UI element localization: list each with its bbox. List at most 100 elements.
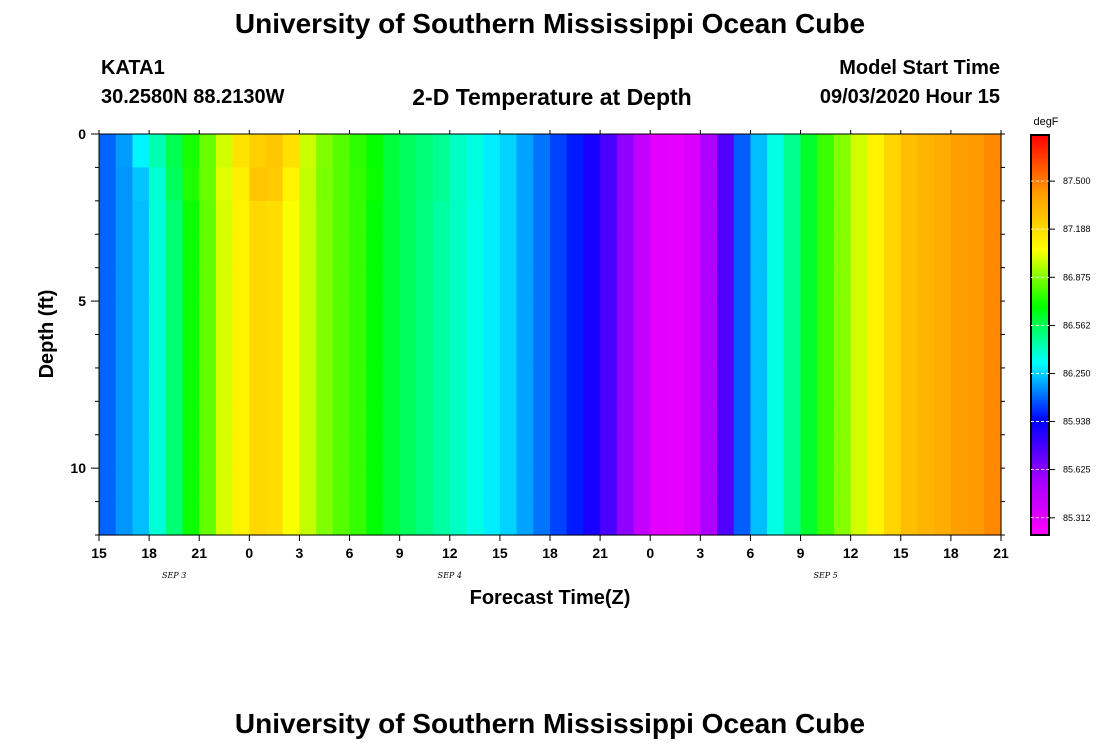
heatmap-cell — [900, 468, 919, 503]
heatmap-cell — [616, 200, 635, 235]
heatmap-cell — [332, 234, 351, 269]
heatmap-cell — [566, 334, 584, 369]
heatmap-cell — [700, 401, 718, 436]
heatmap-cell — [767, 367, 785, 402]
heatmap-cell — [165, 234, 184, 269]
heatmap-cell — [232, 134, 250, 169]
heatmap-cell — [232, 167, 250, 202]
heatmap-cell — [833, 501, 852, 536]
heatmap-cell — [700, 267, 718, 302]
heatmap-cell — [550, 234, 568, 269]
heatmap-cell — [382, 267, 401, 302]
heatmap-cell — [583, 200, 601, 235]
heatmap-cell — [800, 501, 818, 536]
heatmap-cell — [683, 301, 701, 336]
heatmap-cell — [516, 501, 534, 536]
heatmap-cell — [566, 200, 584, 235]
heatmap-cell — [399, 367, 417, 402]
heatmap-cell — [833, 468, 852, 503]
heatmap-cell — [449, 234, 468, 269]
heatmap-cell — [533, 434, 551, 469]
heatmap-cell — [165, 501, 184, 536]
heatmap-cell — [566, 167, 584, 202]
heatmap-cell — [650, 301, 668, 336]
heatmap-cell — [466, 134, 484, 169]
heatmap-cell — [967, 200, 985, 235]
heatmap-cell — [750, 167, 768, 202]
heatmap-cell — [266, 334, 284, 369]
heatmap-cell — [750, 134, 768, 169]
heatmap-cell — [767, 200, 785, 235]
heatmap-cell — [433, 301, 451, 336]
heatmap-cell — [600, 134, 618, 169]
heatmap-cell — [967, 267, 985, 302]
heatmap-cell — [867, 167, 885, 202]
heatmap-cell — [332, 167, 351, 202]
heatmap-cell — [215, 434, 234, 469]
heatmap-cell — [115, 468, 133, 503]
heatmap-cell — [717, 468, 735, 503]
heatmap-cell — [266, 401, 284, 436]
heatmap-cell — [299, 301, 317, 336]
heatmap-cell — [800, 401, 818, 436]
x-tick-label: 3 — [296, 545, 304, 561]
heatmap-cell — [399, 434, 417, 469]
heatmap-cell — [449, 334, 468, 369]
heatmap-cell — [566, 367, 584, 402]
heatmap-cell — [99, 200, 117, 235]
heatmap-cell — [700, 367, 718, 402]
heatmap-cell — [900, 200, 919, 235]
heatmap-cell — [199, 234, 217, 269]
heatmap-cell — [132, 367, 150, 402]
heatmap-cell — [850, 267, 868, 302]
heatmap-cell — [215, 401, 234, 436]
heatmap-cell — [299, 501, 317, 536]
heatmap-cell — [884, 267, 902, 302]
colorbar-gradient — [1030, 134, 1050, 536]
heatmap-cell — [616, 234, 635, 269]
heatmap-cell — [215, 134, 234, 169]
heatmap-cell — [633, 267, 651, 302]
heatmap-cell — [299, 200, 317, 235]
heatmap-cell — [900, 301, 919, 336]
heatmap-cell — [316, 134, 334, 169]
heatmap-cell — [466, 468, 484, 503]
heatmap-cell — [399, 134, 417, 169]
heatmap-cell — [717, 434, 735, 469]
heatmap-cell — [282, 434, 301, 469]
heatmap-cell — [884, 434, 902, 469]
heatmap-cell — [282, 267, 301, 302]
heatmap-cell — [733, 134, 752, 169]
heatmap-cell — [984, 200, 1002, 235]
heatmap-cell — [382, 167, 401, 202]
heatmap-cell — [583, 501, 601, 536]
heatmap-cell — [650, 200, 668, 235]
heatmap-cell — [382, 468, 401, 503]
heatmap-cell — [917, 501, 935, 536]
heatmap-cell — [316, 401, 334, 436]
heatmap-cell — [817, 501, 835, 536]
date-label: SEP 4 — [438, 571, 462, 580]
heatmap-cell — [466, 334, 484, 369]
heatmap-cell — [282, 501, 301, 536]
heatmap-cell — [934, 234, 952, 269]
heatmap-cell — [449, 434, 468, 469]
heatmap-cell — [666, 267, 685, 302]
heatmap-cell — [132, 301, 150, 336]
heatmap-cell — [299, 134, 317, 169]
heatmap-cell — [750, 434, 768, 469]
heatmap-cell — [800, 267, 818, 302]
heatmap-cell — [900, 134, 919, 169]
heatmap-cell — [767, 501, 785, 536]
heatmap-cell — [299, 334, 317, 369]
heatmap-cell — [917, 434, 935, 469]
heatmap-cell — [499, 501, 518, 536]
heatmap-cell — [633, 134, 651, 169]
heatmap-cell — [850, 234, 868, 269]
heatmap-cell — [215, 200, 234, 235]
heatmap-cell — [499, 167, 518, 202]
heatmap-cell — [616, 401, 635, 436]
heatmap-cell — [332, 501, 351, 536]
heatmap-cell — [633, 401, 651, 436]
heatmap-cell — [850, 200, 868, 235]
